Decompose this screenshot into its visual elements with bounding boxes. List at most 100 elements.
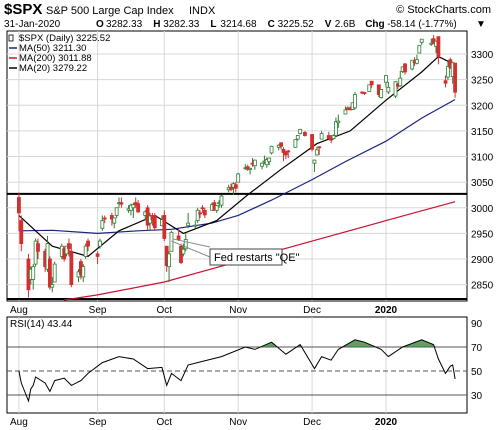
rsi-y-axis: 30 50 70 90	[471, 319, 483, 402]
rsi-tick-label: 90	[471, 319, 483, 330]
candle-body	[319, 133, 324, 140]
candle	[281, 147, 286, 162]
rsi-line	[18, 339, 456, 403]
legend-label: MA(200) 3011.88	[19, 53, 92, 64]
candle	[386, 81, 391, 95]
candle-body	[362, 92, 367, 94]
candle	[83, 243, 88, 259]
candle-body	[183, 239, 188, 250]
candle	[264, 157, 269, 168]
candle	[417, 44, 422, 54]
candle	[179, 243, 183, 265]
candle-body	[102, 217, 107, 220]
legend-label: $SPX (Daily) 3225.52	[19, 33, 110, 44]
candle-body	[367, 84, 372, 92]
candle	[112, 217, 117, 229]
candle-body	[152, 215, 157, 229]
index-name: S&P 500 Large Cap Index	[46, 5, 174, 17]
candle-body	[326, 135, 331, 139]
candle-body	[214, 205, 219, 211]
candle	[317, 146, 322, 155]
candle-body	[446, 65, 450, 78]
candle	[267, 157, 272, 166]
rsi-tick-label: 30	[471, 391, 483, 402]
candle	[219, 194, 224, 208]
candle	[384, 75, 388, 88]
candle-body	[109, 215, 114, 220]
candle-body	[17, 197, 21, 214]
price-tick-label: 2900	[471, 255, 494, 266]
candle	[298, 128, 303, 135]
candle	[343, 106, 348, 115]
candle	[31, 264, 36, 290]
candle-body	[398, 77, 403, 87]
candle-body	[303, 132, 307, 136]
support-lines	[7, 192, 467, 300]
candle	[331, 134, 336, 140]
candle-body	[119, 202, 124, 205]
quote-label-l: L	[210, 19, 216, 30]
candle-body	[36, 243, 40, 252]
rsi-label: RSI(14) 43.44	[10, 319, 73, 330]
legend-item: MA(20) 3279.22	[9, 63, 87, 74]
candles	[17, 35, 457, 298]
candle	[303, 130, 307, 137]
candle-body	[286, 150, 291, 153]
rsi-panel: 30 50 70 90 Aug Sep Oct Nov Dec 2020 RSI(14) 43.…	[6, 316, 483, 428]
candle	[102, 215, 107, 224]
candle	[81, 264, 86, 283]
candle	[52, 261, 57, 283]
candle-body	[95, 253, 100, 257]
price-tick-label: 3150	[471, 127, 494, 138]
candle-body	[443, 80, 448, 84]
candle-body	[331, 135, 336, 139]
candle	[293, 139, 298, 148]
rsi-x-tick-label: Oct	[157, 417, 173, 428]
candle	[286, 149, 291, 159]
candle-body	[100, 220, 105, 229]
candle	[269, 145, 274, 155]
candle-body	[186, 222, 191, 227]
candle-body	[334, 121, 338, 136]
candle	[100, 215, 105, 231]
price-x-tick-label: 2020	[375, 305, 398, 316]
candle-body	[384, 75, 388, 83]
exchange-label: INDX	[189, 5, 216, 17]
candle	[186, 212, 191, 229]
candle	[33, 238, 38, 267]
candle-body	[233, 184, 238, 189]
symbol-title: $SPX	[4, 1, 42, 18]
candle-body	[181, 248, 186, 255]
candle-body	[202, 209, 207, 216]
candle-body	[353, 94, 357, 109]
candle-body	[136, 203, 140, 213]
price-panel: 2850 2900 2950 3000 3050 3100 3150 3200 3250 3300…	[6, 30, 494, 316]
candle	[314, 146, 319, 156]
candle-body	[336, 120, 341, 124]
rsi-tick-label: 50	[471, 367, 483, 378]
ma20-line	[18, 55, 456, 258]
candle-body	[329, 138, 334, 141]
candle-body	[195, 209, 200, 221]
candle	[86, 238, 90, 252]
candle	[19, 215, 24, 252]
candle	[152, 212, 157, 231]
price-x-tick-label: Oct	[157, 305, 173, 316]
candle	[353, 91, 357, 110]
legend-item: $SPX (Daily) 3225.52	[8, 33, 110, 44]
candle	[200, 205, 205, 213]
candle-body	[379, 89, 384, 99]
candle	[17, 192, 21, 231]
candle	[176, 228, 181, 242]
candle-body	[269, 145, 274, 154]
candle	[183, 233, 188, 252]
candle-body	[283, 152, 288, 156]
candle	[236, 172, 241, 183]
down-arrow-icon: ▼	[476, 19, 486, 30]
candle-body	[64, 245, 69, 255]
price-tick-label: 2850	[471, 281, 494, 292]
candle-body	[260, 162, 264, 167]
candle	[403, 63, 407, 75]
candle-body	[236, 173, 241, 183]
